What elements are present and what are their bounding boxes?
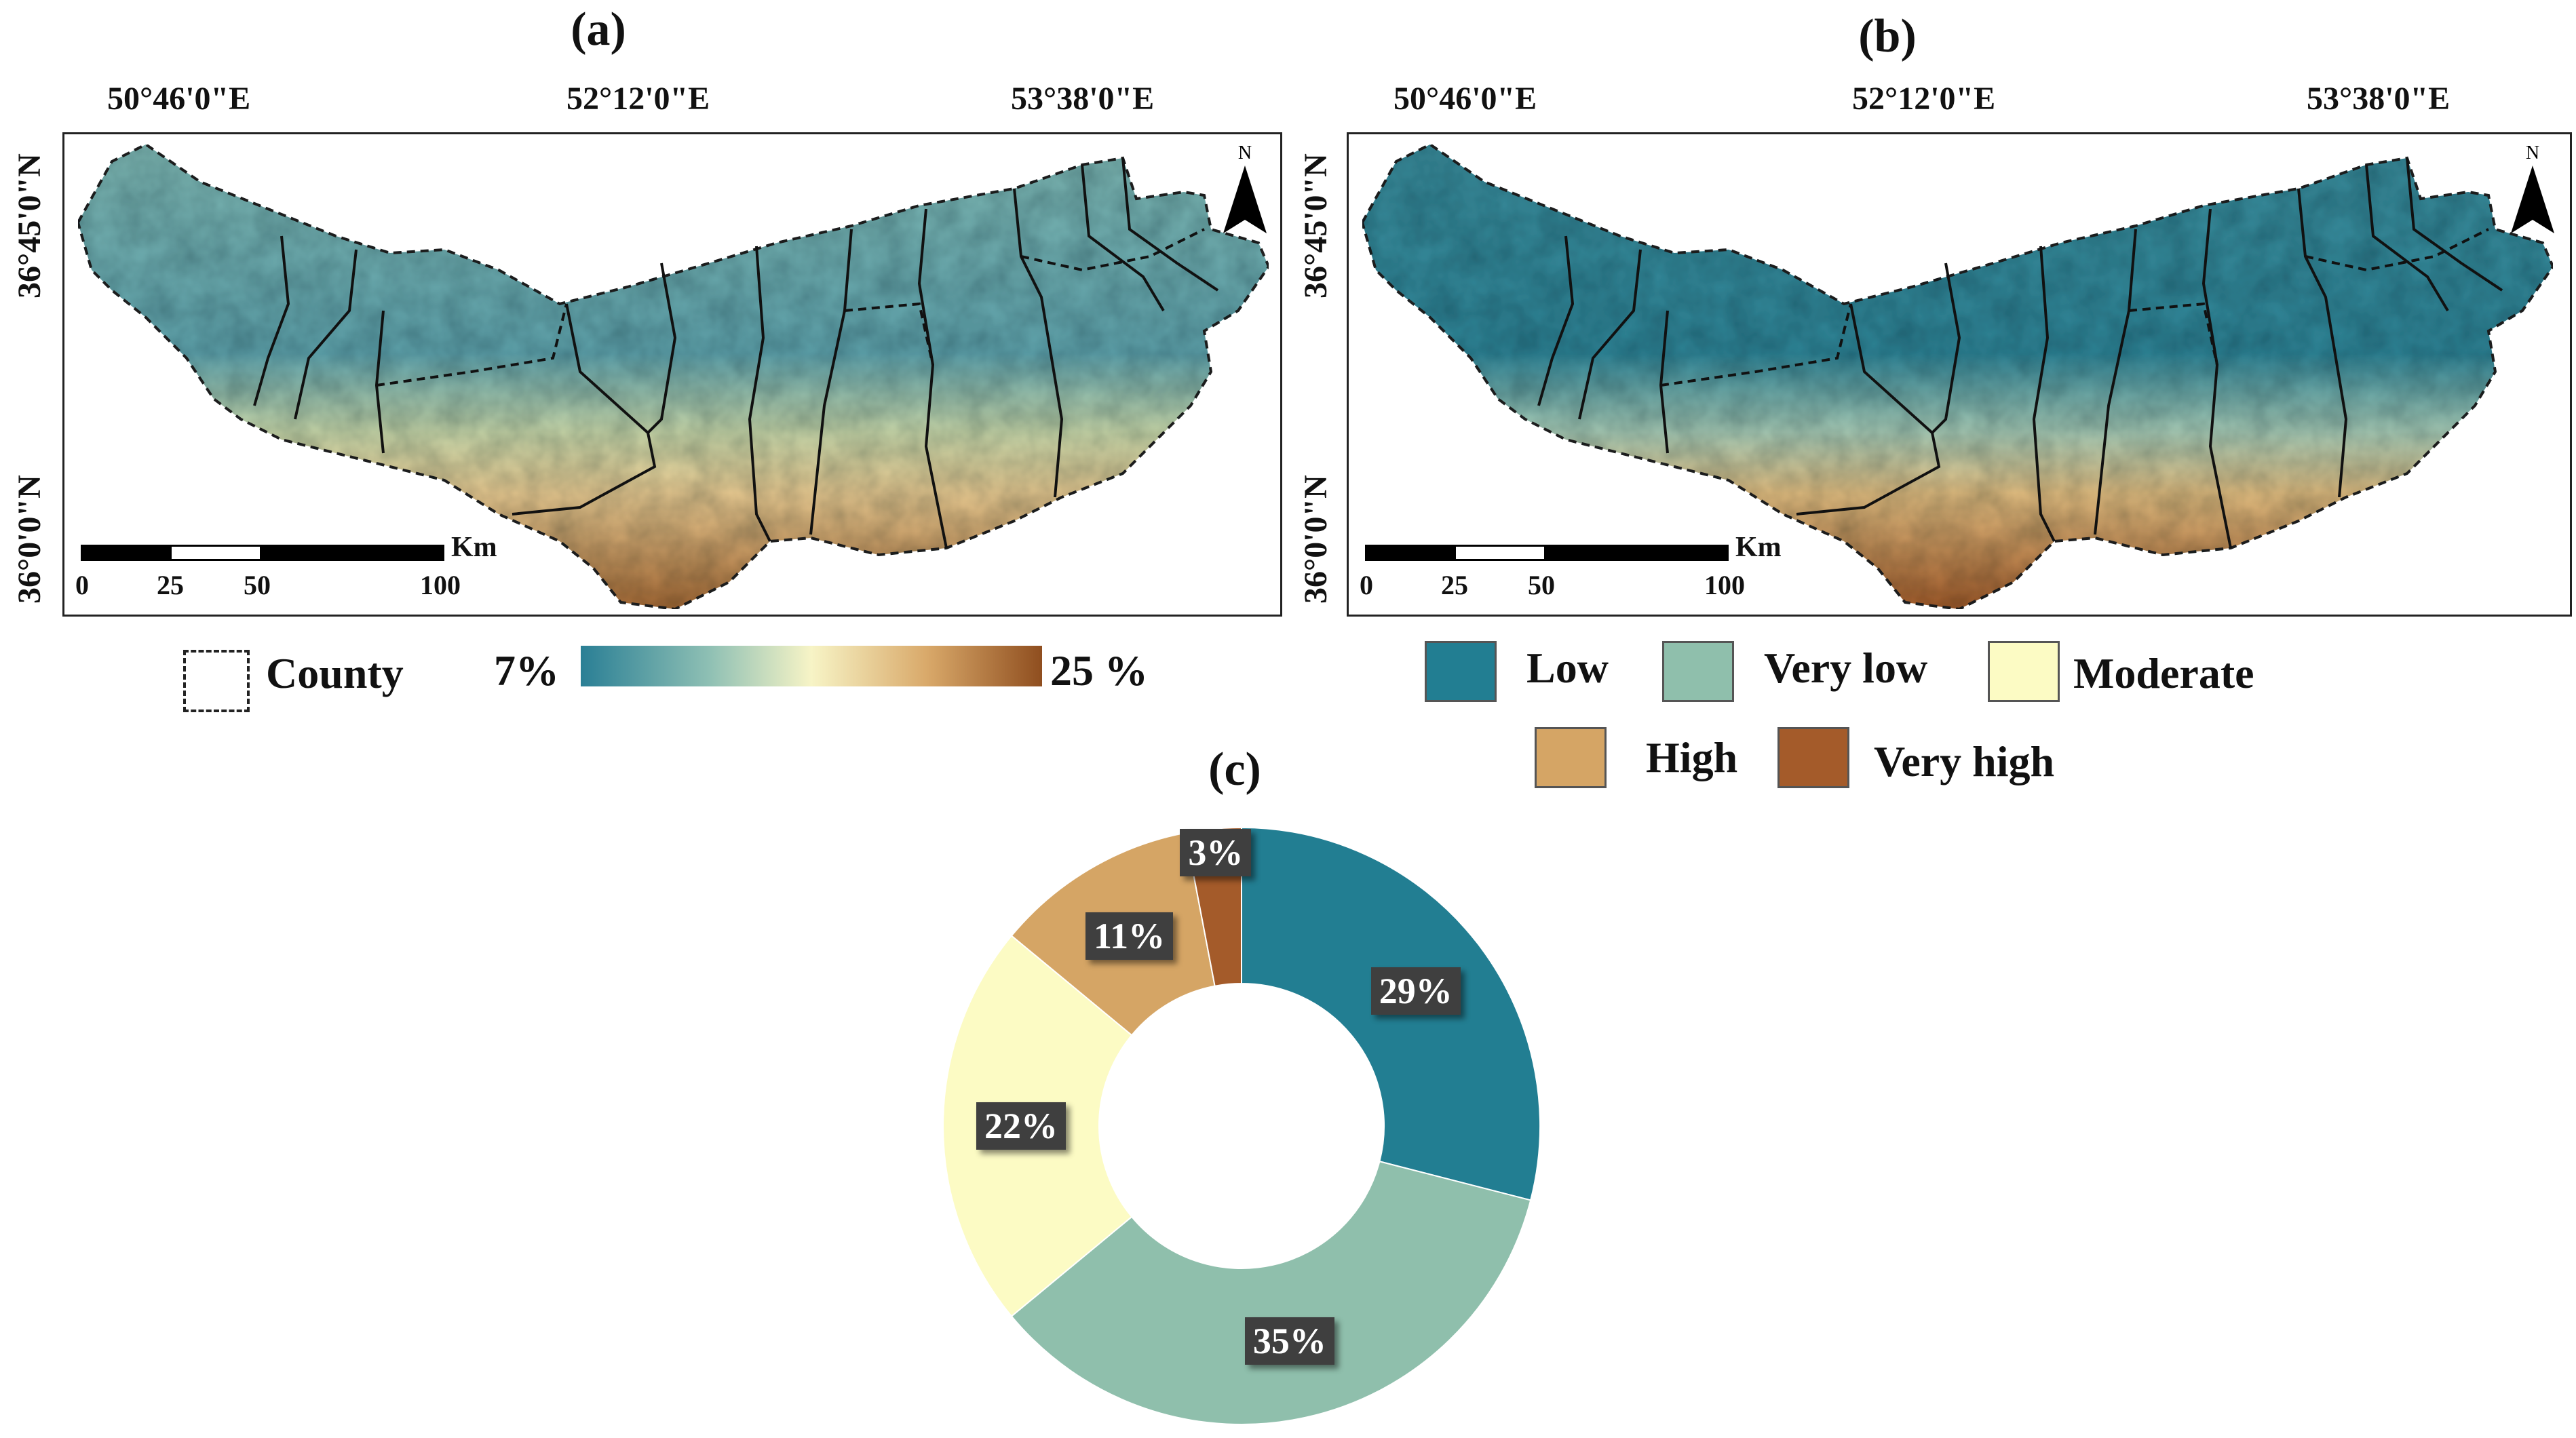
panel-a-north-arrow-icon: N: [1223, 142, 1267, 233]
legend-label-high: High: [1646, 733, 1738, 781]
donut-label-very-high: 3%: [1180, 828, 1252, 876]
panel-a-map: [76, 142, 1271, 611]
panel-b-scale-tick-100: 100: [1704, 570, 1745, 600]
panel-b-label: (b): [1858, 10, 1917, 62]
panel-a-lon-tick-2: 52°12'0"E: [566, 81, 710, 117]
legend-swatch-very-low: [1662, 641, 1734, 702]
panel-a-north-letter: N: [1238, 142, 1252, 163]
panel-a-county-boundaries: [253, 157, 1219, 549]
panel-b-lat-tick-2: 36°0'0"N: [1298, 475, 1334, 604]
panel-b-lon-tick-1: 50°46'0"E: [1393, 81, 1537, 117]
donut-label-moderate: 22%: [976, 1102, 1066, 1150]
panel-b-scalebar: Km 0 25 50 100: [1360, 532, 1782, 613]
colorbar: [581, 646, 1042, 686]
legend-swatch-low: [1425, 641, 1497, 702]
panel-b-scale-tick-50: 50: [1528, 570, 1555, 600]
panel-a-lat-tick-2: 36°0'0"N: [12, 475, 47, 604]
panel-a-scale-tick-50: 50: [244, 570, 271, 600]
panel-b-lon-tick-2: 52°12'0"E: [1852, 81, 1996, 117]
donut-slice-very-low: [1010, 1161, 1532, 1425]
panel-b-map-frame: N Km 0 25 50 100: [1347, 132, 2572, 617]
panel-b-map: [1360, 142, 2555, 611]
panel-b-province-outline: [1360, 142, 2555, 611]
panel-b-lat-tick-1: 36°45'0"N: [1298, 153, 1334, 298]
legend-label-moderate: Moderate: [2073, 649, 2254, 697]
panel-a-lat-tick-1: 36°45'0"N: [12, 153, 47, 298]
panel-a-lon-tick-1: 50°46'0"E: [107, 81, 251, 117]
colorbar-max-label: 25 %: [1050, 646, 1148, 695]
panel-a-scale-unit: Km: [451, 532, 497, 563]
panel-b-scale-unit: Km: [1735, 532, 1782, 563]
legend-label-very-high: Very high: [1874, 737, 2055, 785]
panel-b-scale-tick-0: 0: [1360, 570, 1373, 600]
legend-label-low: Low: [1526, 644, 1609, 692]
county-legend-swatch: [183, 650, 250, 712]
panel-a-province-outline: [76, 142, 1271, 611]
panel-a-map-frame: N Km 0 25 50 100: [62, 132, 1282, 617]
county-legend-label: County: [266, 649, 404, 697]
panel-b-scale-tick-25: 25: [1441, 570, 1468, 600]
legend-swatch-moderate: [1988, 641, 2060, 702]
panel-b-north-arrow-icon: N: [2511, 142, 2554, 233]
legend-swatch-very-high: [1777, 727, 1849, 788]
panel-c-label: (c): [1208, 743, 1261, 796]
panel-a-label: (a): [571, 3, 626, 56]
donut-label-very-low: 35%: [1244, 1317, 1334, 1365]
panel-b-lon-tick-3: 53°38'0"E: [2307, 81, 2450, 117]
legend-swatch-high: [1535, 727, 1607, 788]
colorbar-min-label: 7%: [494, 646, 559, 695]
panel-b-north-letter: N: [2526, 142, 2539, 163]
legend-label-very-low: Very low: [1764, 644, 1928, 692]
panel-a-scalebar: Km 0 25 50 100: [75, 532, 497, 613]
panel-a-scale-tick-25: 25: [157, 570, 184, 600]
donut-label-low: 29%: [1370, 967, 1461, 1015]
donut-label-high: 11%: [1085, 912, 1174, 960]
panel-a-scale-tick-100: 100: [420, 570, 461, 600]
panel-a-lon-tick-3: 53°38'0"E: [1011, 81, 1155, 117]
panel-a-scale-tick-0: 0: [75, 570, 89, 600]
